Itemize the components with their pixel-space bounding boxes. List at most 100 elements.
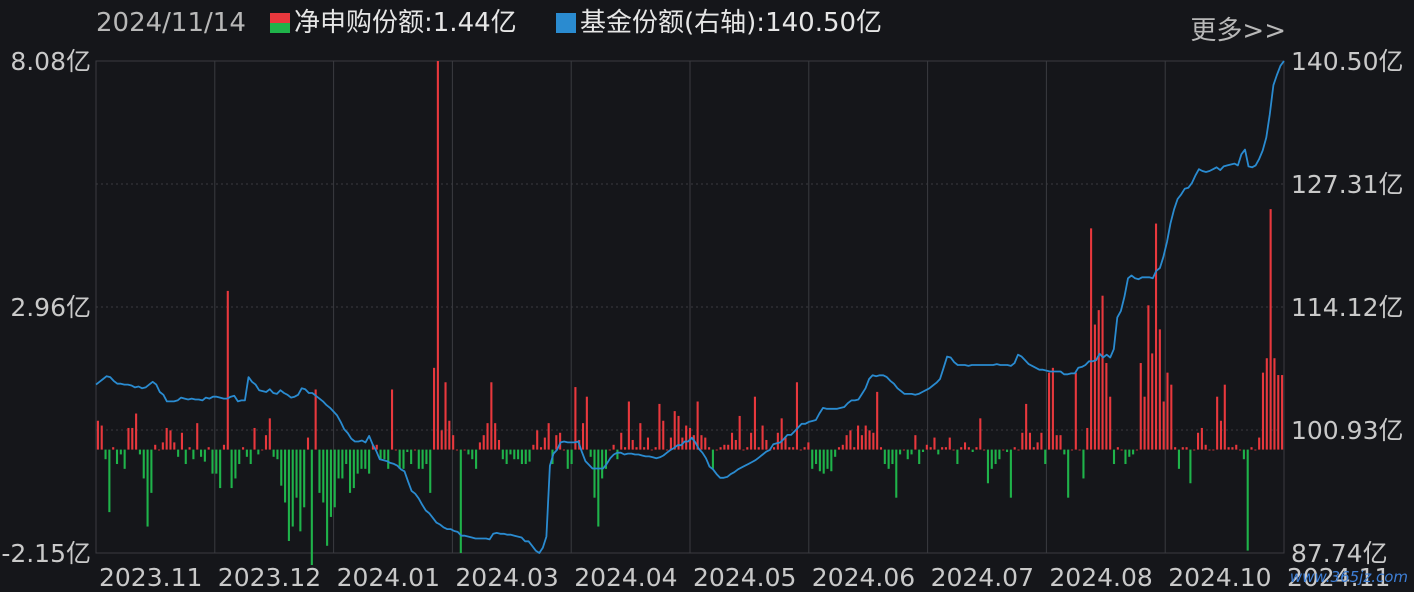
bar-net-subscription <box>692 435 695 450</box>
bar-net-subscription <box>150 449 153 493</box>
bar-net-subscription <box>669 437 672 450</box>
bar-net-subscription <box>1193 449 1196 451</box>
bar-net-subscription <box>482 435 485 450</box>
legend-swatch-fund-share <box>556 13 576 33</box>
bar-net-subscription <box>963 442 967 450</box>
bar-net-subscription <box>990 449 993 469</box>
bar-net-subscription <box>902 449 905 451</box>
bar-net-subscription <box>723 444 726 450</box>
bar-net-subscription <box>585 396 588 450</box>
bar-net-subscription <box>1070 449 1074 451</box>
bar-net-subscription <box>127 427 130 450</box>
bar-net-subscription <box>727 444 730 450</box>
x-axis-tick-label: 2024.10 <box>1168 563 1271 592</box>
bar-net-subscription <box>891 449 894 465</box>
bar-net-subscription <box>853 447 856 450</box>
bar-net-subscription <box>348 449 352 493</box>
bar-net-subscription <box>837 447 841 450</box>
bar-net-subscription <box>425 449 428 465</box>
bar-net-subscription <box>1162 401 1165 450</box>
series-line-fund-share <box>95 60 1285 554</box>
bar-net-subscription <box>268 418 271 450</box>
bar-net-subscription <box>517 449 520 460</box>
bar-net-subscription <box>1112 449 1116 465</box>
bar-net-subscription <box>967 447 970 450</box>
bar-net-subscription <box>429 449 432 493</box>
bar-net-subscription <box>295 449 298 498</box>
bar-net-subscription <box>1040 432 1043 450</box>
bar-net-subscription <box>929 447 932 450</box>
bar-net-subscription <box>1028 432 1032 450</box>
legend-fund-share-label: 基金份额(右轴): <box>580 8 766 38</box>
bar-net-subscription <box>253 427 256 450</box>
bar-net-subscription <box>1177 449 1181 469</box>
bar-net-subscription <box>624 447 627 450</box>
bar-net-subscription <box>696 401 699 450</box>
bar-net-subscription <box>612 444 615 450</box>
bar-net-subscription <box>845 435 848 450</box>
bar-net-subscription <box>306 437 310 450</box>
bar-net-subscription <box>761 425 764 450</box>
bar-net-subscription <box>1044 449 1047 465</box>
bar-net-subscription <box>952 449 955 451</box>
bar-net-subscription <box>455 449 459 451</box>
bar-net-subscription <box>413 449 417 451</box>
bar-net-subscription <box>406 449 409 453</box>
bar-net-subscription <box>287 449 290 541</box>
bar-net-subscription <box>471 449 474 460</box>
bar-net-subscription <box>188 447 191 450</box>
bar-net-subscription <box>711 449 714 469</box>
bar-net-subscription <box>1258 437 1261 450</box>
bar-net-subscription <box>1097 310 1100 450</box>
x-axis: 2023.11 2023.12 2024.01 2024.03 2024.04 2024.… <box>99 563 1390 592</box>
bar-net-subscription <box>738 415 741 450</box>
bar-net-subscription <box>639 423 642 450</box>
bar-net-subscription <box>100 425 103 450</box>
bar-net-subscription <box>910 449 913 455</box>
bar-net-subscription <box>157 449 161 451</box>
bar-net-subscription <box>1174 447 1177 450</box>
bar-net-subscription <box>1105 363 1108 450</box>
bar-net-subscription <box>310 449 313 566</box>
bar-net-subscription <box>1120 449 1123 451</box>
bar-net-subscription <box>249 449 252 465</box>
x-axis-tick-label: 2023.12 <box>218 563 321 592</box>
bar-net-subscription <box>318 449 321 493</box>
bar-net-subscription <box>780 418 783 450</box>
bar-net-subscription <box>104 449 107 460</box>
bar-net-subscription <box>303 449 306 508</box>
bar-net-subscription <box>1078 449 1081 451</box>
bar-net-subscription <box>1204 444 1207 450</box>
bar-net-subscription <box>646 437 650 450</box>
bar-net-subscription <box>1246 449 1249 551</box>
bar-net-subscription <box>1063 449 1066 455</box>
bar-net-subscription <box>1216 396 1219 450</box>
bar-net-subscription <box>849 430 852 450</box>
bar-net-subscription <box>700 435 703 450</box>
bar-net-subscription <box>387 449 390 469</box>
bar-net-subscription <box>944 447 947 450</box>
left-axis-tick-label: -2.15亿 <box>1 539 91 568</box>
x-axis-tick-label: 2024.07 <box>931 563 1034 592</box>
bar-net-subscription <box>1051 367 1054 450</box>
bar-net-subscription <box>895 449 898 498</box>
bar-net-subscription <box>245 449 248 457</box>
bar-net-subscription <box>708 447 711 450</box>
bar-net-subscription <box>238 449 241 465</box>
bar-net-subscription <box>666 449 669 451</box>
bar-net-subscription <box>562 449 565 451</box>
bar-net-subscription <box>356 449 359 474</box>
bar-net-subscription <box>730 432 734 450</box>
bar-net-subscription <box>276 449 279 460</box>
bar-net-subscription <box>410 449 413 465</box>
legend-swatch-net-subscription <box>270 13 290 33</box>
bar-net-subscription <box>1017 449 1020 451</box>
bar-net-subscription <box>532 444 535 450</box>
more-link[interactable]: 更多>> <box>1190 16 1286 46</box>
bar-net-subscription <box>524 449 527 465</box>
bar-net-subscription <box>135 413 138 450</box>
bar-net-subscription <box>1132 449 1135 455</box>
bar-net-subscription <box>264 435 268 450</box>
bar-layer <box>96 61 1284 566</box>
bar-net-subscription <box>154 444 157 450</box>
